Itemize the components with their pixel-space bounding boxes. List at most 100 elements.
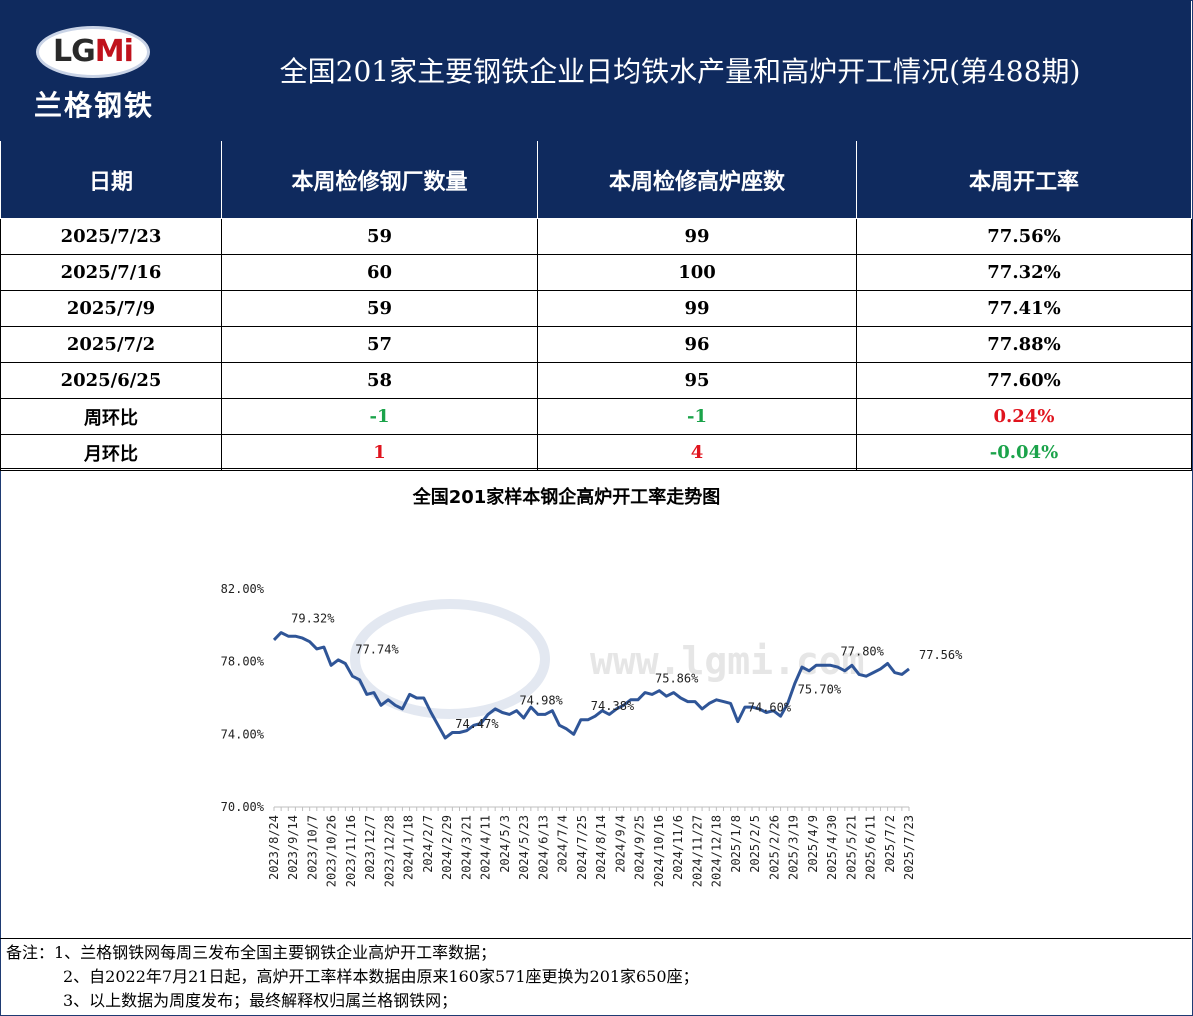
x-tick-label: 2024/4/11 <box>479 815 493 880</box>
x-tick-label: 2025/4/30 <box>825 815 839 880</box>
x-tick-label: 2024/11/6 <box>671 815 685 880</box>
data-label: 77.80% <box>841 644 885 658</box>
x-tick-label: 2025/4/9 <box>806 815 820 873</box>
x-tick-label: 2025/7/2 <box>883 815 897 873</box>
data-label: 74.98% <box>519 693 563 707</box>
x-tick-label: 2023/12/28 <box>382 815 396 887</box>
table-row: 2025/7/9 59 99 77.41% <box>0 290 1192 327</box>
operating-rate-table: 日期 本周检修钢厂数量 本周检修高炉座数 本周开工率 2025/7/23 59 … <box>0 141 1192 471</box>
note-line-2: 2、自2022年7月21日起，高炉开工率样本数据由原来160家571座更换为20… <box>63 967 699 986</box>
column-header-rate: 本周开工率 <box>856 141 1192 219</box>
cell-mom-rate: -0.04% <box>856 434 1192 471</box>
note-line-3: 3、以上数据为周度发布；最终解释权归属兰格钢铁网； <box>63 991 458 1010</box>
x-tick-label: 2024/1/18 <box>402 815 416 880</box>
page-title: 全国201家主要钢铁企业日均铁水产量和高炉开工情况(第488期) <box>279 55 1081 88</box>
y-tick-label: 78.00% <box>221 655 265 669</box>
data-label: 74.38% <box>591 699 635 713</box>
x-tick-label: 2024/2/29 <box>440 815 454 880</box>
cell-rate: 77.56% <box>856 218 1192 255</box>
y-tick-label: 70.00% <box>221 800 265 814</box>
x-tick-label: 2025/6/11 <box>864 815 878 880</box>
x-tick-label: 2023/9/14 <box>286 815 300 880</box>
x-tick-label: 2025/5/21 <box>844 815 858 880</box>
x-tick-label: 2024/5/3 <box>498 815 512 873</box>
header-banner: LGMi 兰格钢铁 全国201家主要钢铁企业日均铁水产量和高炉开工情况(第488… <box>0 0 1191 141</box>
x-tick-label: 2025/2/26 <box>767 815 781 880</box>
cell-mills: 59 <box>221 290 538 327</box>
watermark-logo-icon <box>350 599 550 719</box>
cell-mom-mills: 1 <box>221 434 538 471</box>
x-tick-label: 2024/11/27 <box>690 815 704 887</box>
x-tick-label: 2024/9/25 <box>633 815 647 880</box>
x-tick-label: 2024/3/21 <box>459 815 473 880</box>
x-tick-label: 2024/8/14 <box>594 815 608 880</box>
column-header-mills: 本周检修钢厂数量 <box>221 141 538 219</box>
cell-mills: 60 <box>221 254 538 291</box>
data-label: 75.70% <box>798 682 842 696</box>
logo-chinese-name: 兰格钢铁 <box>34 89 155 122</box>
data-label: 79.32% <box>291 612 335 626</box>
x-tick-label: 2024/12/18 <box>710 815 724 887</box>
cell-rate: 77.32% <box>856 254 1192 291</box>
x-tick-label: 2023/10/26 <box>325 815 339 887</box>
cell-mom-furnaces: 4 <box>537 434 857 471</box>
x-tick-label: 2025/3/19 <box>787 815 801 880</box>
cell-mills: 58 <box>221 362 538 399</box>
cell-furnaces: 96 <box>537 326 857 363</box>
x-tick-label: 2023/10/7 <box>305 815 319 880</box>
y-tick-label: 74.00% <box>221 727 265 741</box>
chart-area: www.lgmi.com 82.00% 78.00% 74.00% 70.00% 2023… <box>0 468 1191 939</box>
x-tick-label: 2025/2/5 <box>748 815 762 873</box>
x-tick-label: 2024/10/16 <box>652 815 666 887</box>
data-label: 74.47% <box>455 717 499 731</box>
cell-date: 2025/7/16 <box>0 254 222 291</box>
x-tick-label: 2025/7/23 <box>902 815 916 880</box>
table-header-row: 日期 本周检修钢厂数量 本周检修高炉座数 本周开工率 <box>0 141 1192 219</box>
cell-rate: 77.41% <box>856 290 1192 327</box>
notes-section: 备注：1、兰格钢铁网每周三发布全国主要钢铁企业高炉开工率数据； 2、自2022年… <box>0 938 1191 1016</box>
cell-date: 2025/7/23 <box>0 218 222 255</box>
cell-furnaces: 95 <box>537 362 857 399</box>
cell-date: 2025/6/25 <box>0 362 222 399</box>
month-over-month-row: 月环比 1 4 -0.04% <box>0 434 1192 471</box>
week-over-week-row: 周环比 -1 -1 0.24% <box>0 398 1192 435</box>
note-line-1: 备注：1、兰格钢铁网每周三发布全国主要钢铁企业高炉开工率数据； <box>6 943 497 962</box>
x-tick-label: 2023/8/24 <box>267 815 281 880</box>
data-label: 74.60% <box>748 701 792 715</box>
table-row: 2025/7/2 57 96 77.88% <box>0 326 1192 363</box>
cell-rate: 77.60% <box>856 362 1192 399</box>
table-row: 2025/7/23 59 99 77.56% <box>0 218 1192 255</box>
x-tick-label: 2023/11/16 <box>344 815 358 887</box>
x-tick-label: 2025/1/8 <box>729 815 743 873</box>
logo-text: LGMi <box>53 34 134 69</box>
cell-wow-rate: 0.24% <box>856 398 1192 435</box>
x-tick-label: 2024/6/13 <box>536 815 550 880</box>
cell-mills: 57 <box>221 326 538 363</box>
x-tick-label: 2023/12/7 <box>363 815 377 880</box>
cell-rate: 77.88% <box>856 326 1192 363</box>
cell-date: 2025/7/2 <box>0 326 222 363</box>
cell-mills: 59 <box>221 218 538 255</box>
x-tick-label: 2024/5/23 <box>517 815 531 880</box>
cell-furnaces: 99 <box>537 218 857 255</box>
cell-wow-mills: -1 <box>221 398 538 435</box>
watermark-text: www.lgmi.com <box>590 639 865 683</box>
cell-furnaces: 99 <box>537 290 857 327</box>
column-header-date: 日期 <box>0 141 222 219</box>
cell-wow-label: 周环比 <box>0 398 222 435</box>
column-header-furnaces: 本周检修高炉座数 <box>537 141 857 219</box>
cell-wow-furnaces: -1 <box>537 398 857 435</box>
lgmi-logo-icon: LGMi <box>36 26 150 78</box>
cell-furnaces: 100 <box>537 254 857 291</box>
table-row: 2025/6/25 58 95 77.60% <box>0 362 1192 399</box>
cell-date: 2025/7/9 <box>0 290 222 327</box>
operating-rate-series-line <box>272 631 910 740</box>
data-label: 77.56% <box>919 648 963 662</box>
x-tick-label: 2024/7/25 <box>575 815 589 880</box>
data-label: 75.86% <box>655 672 699 686</box>
x-tick-label: 2024/2/7 <box>421 815 435 873</box>
chart-title: 全国201家样本钢企高炉开工率走势图 <box>412 487 721 508</box>
data-label: 77.74% <box>355 642 399 656</box>
x-tick-label: 2024/9/4 <box>613 815 627 873</box>
operating-rate-line-chart: www.lgmi.com82.00%78.00%74.00%70.00%2023… <box>221 582 963 887</box>
